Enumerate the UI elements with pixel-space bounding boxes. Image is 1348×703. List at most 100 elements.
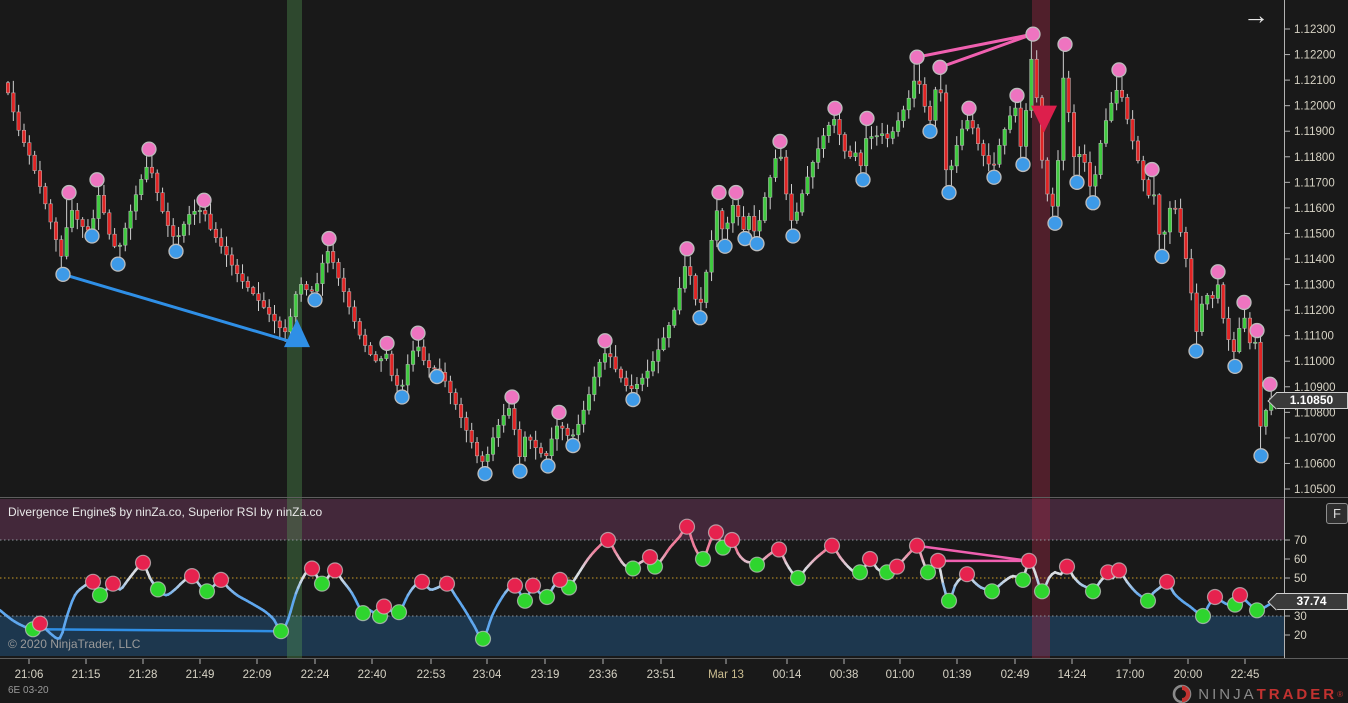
swing-high-dot <box>141 141 157 157</box>
rsi-low-dot <box>1014 571 1032 589</box>
axes[interactable]: 1.12300 1.12200 1.12100 1.12000 1.11900 1.118… <box>0 0 1348 681</box>
rsi-low-dot <box>851 564 869 581</box>
time-axis-label: 02:49 <box>1001 669 1030 681</box>
rsi-high-dot <box>678 518 696 535</box>
rsi-high-dot <box>551 571 569 589</box>
rsi-high-dot <box>599 531 617 549</box>
swing-high-dot <box>1262 376 1278 392</box>
swing-low-dot <box>1069 174 1085 190</box>
swing-low-dot <box>986 169 1002 185</box>
indicator-f-button[interactable]: F <box>1326 503 1348 524</box>
time-axis-label: 14:24 <box>1058 669 1087 681</box>
rsi-low-dot <box>354 605 372 622</box>
sell-signal-triangle <box>1031 105 1057 133</box>
price-divergence-line-blue <box>61 272 290 343</box>
rsi-dots <box>24 518 1266 647</box>
swing-low-dot <box>1154 248 1170 265</box>
rsi-value-marker: 37.74 <box>1276 593 1348 610</box>
time-axis-label: 21:15 <box>72 669 101 681</box>
swing-low-dot <box>565 437 581 454</box>
swing-low-dot <box>941 184 957 201</box>
swing-high-dot <box>679 241 695 257</box>
go-to-latest-arrow-icon[interactable]: → <box>1243 0 1269 30</box>
swing-high-dot <box>89 172 105 188</box>
rsi-high-dot <box>888 558 906 575</box>
swing-dots <box>55 26 1278 482</box>
rsi-high-dot <box>641 548 659 566</box>
swing-low-dot <box>110 256 126 272</box>
rsi-low-dot <box>516 592 534 609</box>
rsi-axis-label: 20 <box>1294 630 1307 642</box>
rsi-divergence-line-blue <box>33 628 283 633</box>
rsi-low-dot <box>1139 592 1157 609</box>
swing-low-dot <box>394 389 410 405</box>
rsi-low-dot <box>272 623 290 640</box>
swing-high-dot <box>961 100 977 116</box>
rsi-high-dot <box>104 575 122 592</box>
rsi-high-dot <box>861 550 879 568</box>
swing-low-dot <box>307 292 323 308</box>
swing-high-dot <box>909 49 925 65</box>
time-axis-label: 00:38 <box>830 669 859 681</box>
swing-low-dot <box>855 172 871 188</box>
time-axis-label: 22:45 <box>1231 669 1260 681</box>
rsi-high-dot <box>1058 558 1076 575</box>
rsi-high-dot <box>1231 586 1249 604</box>
swing-low-dot <box>922 123 938 139</box>
rsi-axis-label: 70 <box>1294 535 1307 547</box>
rsi-overbought-zone <box>0 499 1284 540</box>
rsi-high-dot <box>375 598 393 615</box>
rsi-low-dot <box>474 630 492 647</box>
swing-low-dot <box>512 463 528 479</box>
time-axis-label: 22:40 <box>358 669 387 681</box>
time-axis-label: 23:36 <box>589 669 618 681</box>
swing-low-dot <box>1253 448 1269 464</box>
price-axis-label: 1.10800 <box>1294 407 1336 419</box>
rsi-low-dot <box>983 583 1001 600</box>
rsi-low-dot <box>198 583 216 600</box>
rsi-low-dot <box>313 575 331 592</box>
rsi-high-dot <box>908 537 926 554</box>
price-axis-label: 1.11100 <box>1294 331 1334 343</box>
time-axis-label: 20:00 <box>1174 669 1203 681</box>
time-axis-label: 22:09 <box>243 669 272 681</box>
rsi-high-dot <box>823 537 841 554</box>
swing-low-dot <box>55 266 71 282</box>
divergence-lines <box>33 32 1035 633</box>
copyright-text: © 2020 NinjaTrader, LLC <box>8 637 141 651</box>
swing-high-dot <box>1025 26 1041 42</box>
swing-low-dot <box>540 458 556 474</box>
time-axis-label: 01:00 <box>886 669 915 681</box>
rsi-high-dot <box>84 573 102 590</box>
swing-low-dot <box>1188 343 1204 359</box>
time-axis-label: 21:06 <box>15 669 44 681</box>
price-axis-label: 1.11500 <box>1294 228 1335 240</box>
price-axis-label: 1.11800 <box>1294 152 1335 164</box>
rsi-low-dot <box>149 581 167 598</box>
rsi-low-dot <box>940 592 958 609</box>
swing-high-dot <box>728 184 744 201</box>
rsi-high-dot <box>524 577 542 594</box>
rsi-low-dot <box>919 564 937 581</box>
rsi-high-dot <box>1110 562 1128 579</box>
price-axis-label: 1.10500 <box>1294 484 1336 496</box>
indicator-panel-title: Divergence Engine$ by ninZa.co, Superior… <box>8 505 323 519</box>
rsi-high-dot <box>413 573 431 590</box>
price-axis-label: 1.11900 <box>1294 126 1335 138</box>
ninjatrader-logo-icon <box>1172 684 1192 703</box>
rsi-axis-label: 30 <box>1294 611 1307 623</box>
price-axis-label: 1.11700 <box>1294 177 1335 189</box>
rsi-high-dot <box>506 577 524 594</box>
time-axis-label: 21:49 <box>186 669 215 681</box>
swing-high-dot <box>932 59 948 75</box>
swing-low-dot <box>84 228 100 244</box>
swing-low-dot <box>785 228 801 244</box>
rsi-low-dot <box>789 569 807 587</box>
price-axis-label: 1.11300 <box>1294 280 1335 292</box>
rsi-axis-label: 60 <box>1294 554 1307 566</box>
rsi-high-dot <box>770 541 788 558</box>
rsi-high-dot <box>1158 573 1176 590</box>
time-axis-label: 22:53 <box>417 669 446 681</box>
brand-trader: TRADER <box>1256 685 1338 703</box>
